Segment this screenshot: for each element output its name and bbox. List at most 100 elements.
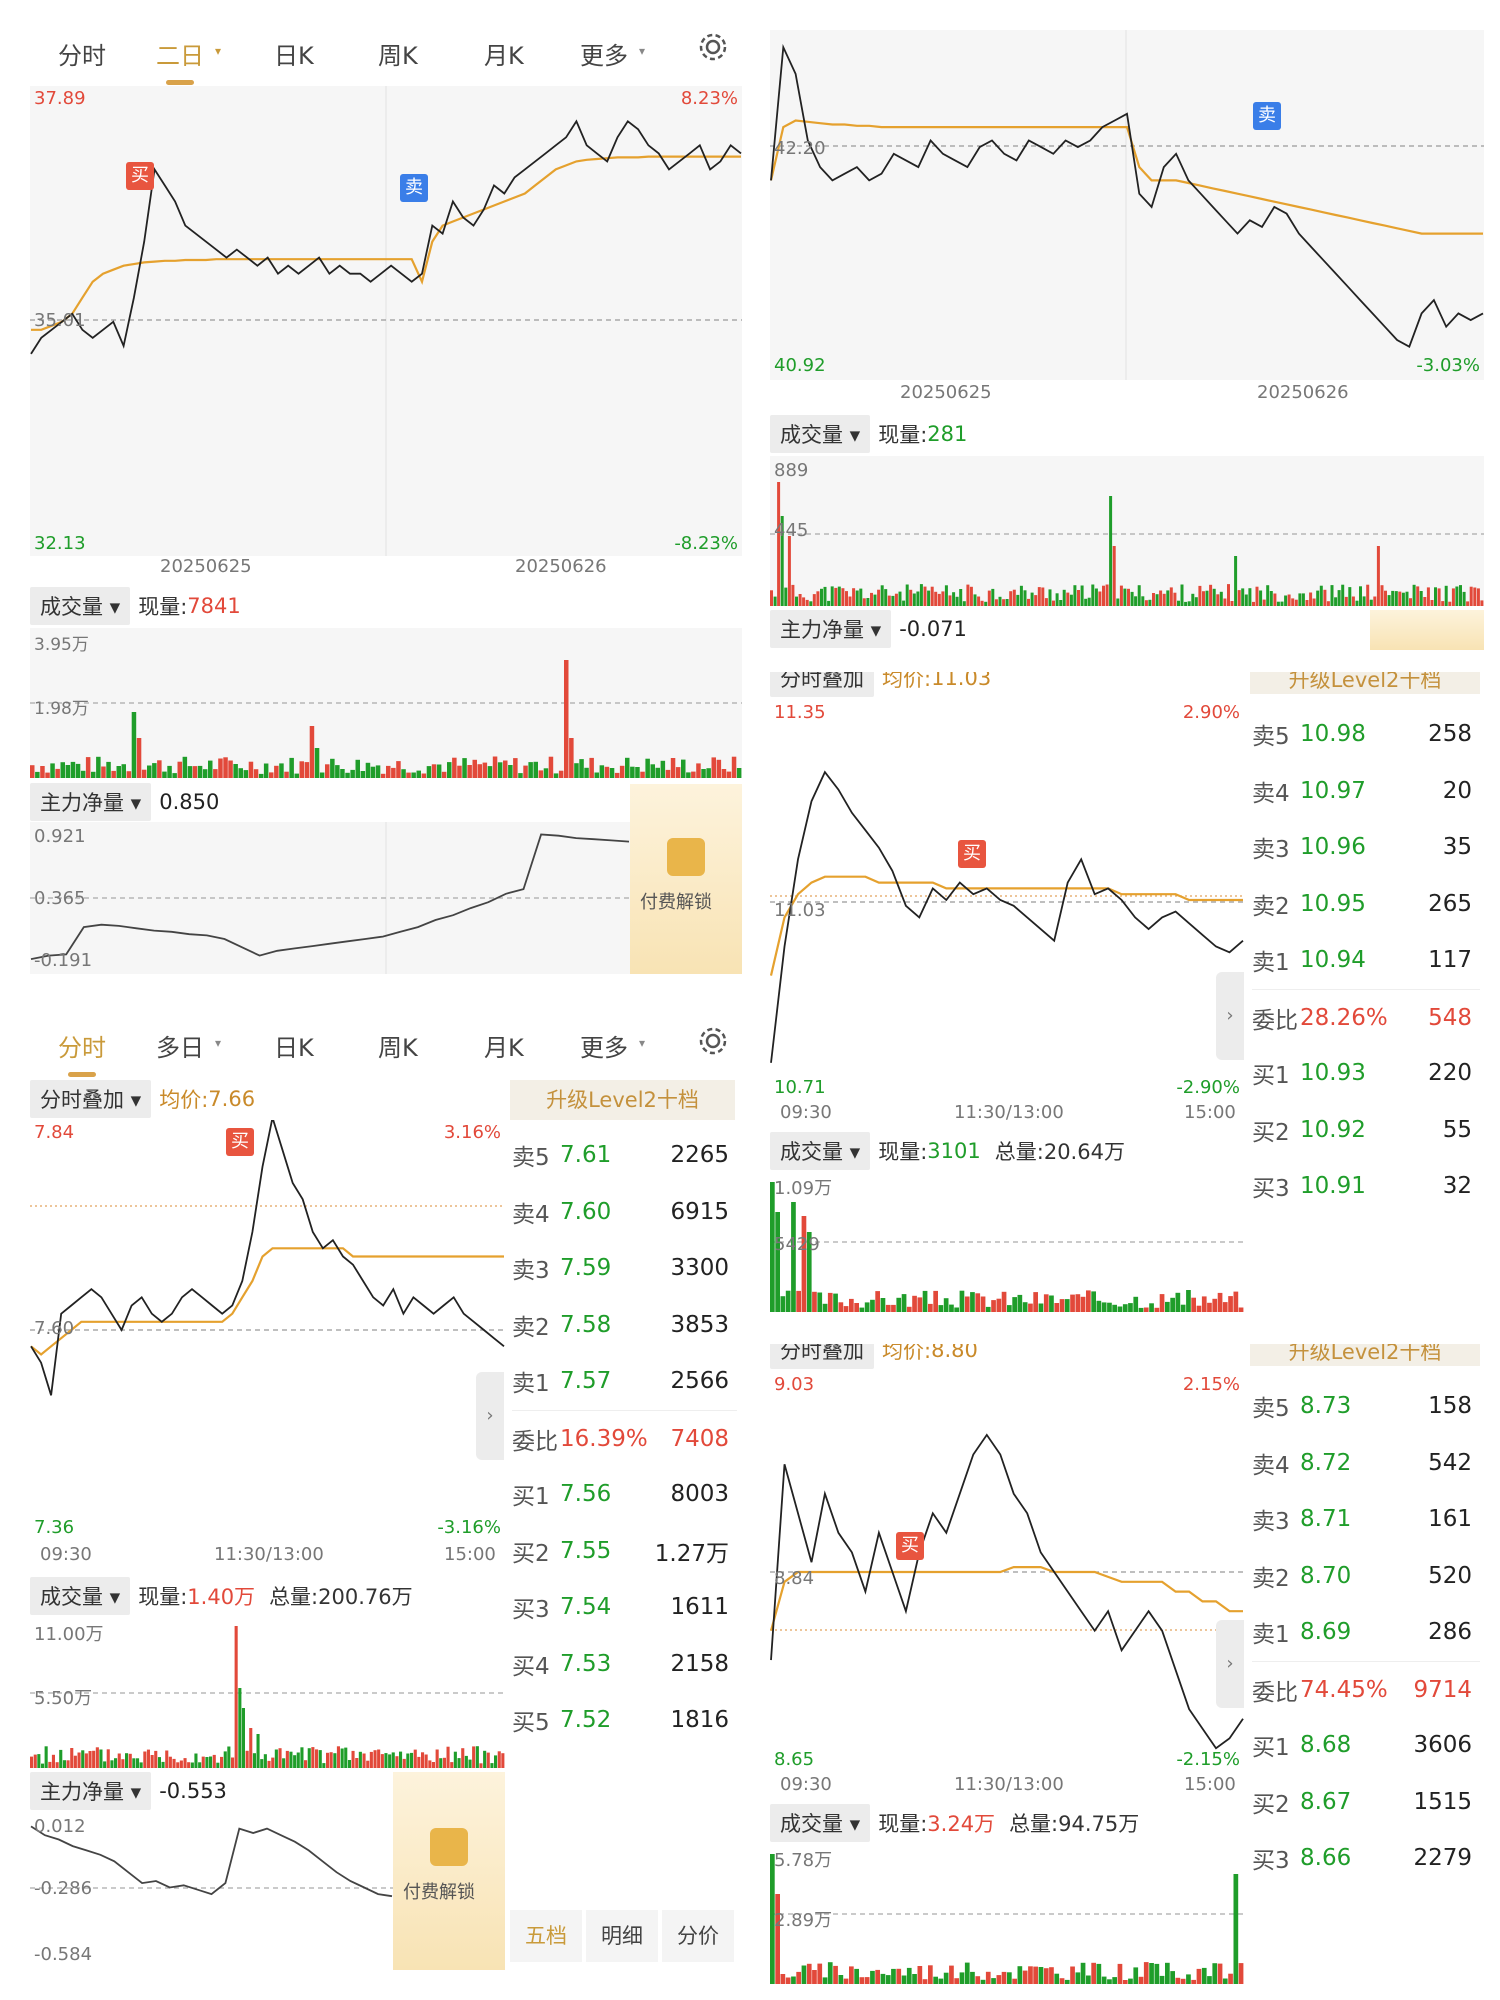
unlock-panel[interactable]: 付费解锁 (393, 1772, 505, 1970)
order-row[interactable]: 委比 16.39% 7408 (512, 1409, 737, 1468)
gear-icon[interactable] (696, 1024, 730, 1058)
volume-bar (421, 773, 427, 778)
order-row[interactable]: 委比 74.45% 9714 (1252, 1660, 1480, 1719)
order-row[interactable]: 卖1 10.94 117 (1252, 932, 1480, 989)
order-row[interactable]: 卖3 10.96 35 (1252, 819, 1480, 876)
tab-details[interactable]: 明细 (586, 1910, 658, 1962)
volume-bar (345, 772, 350, 778)
sell-marker[interactable]: 卖 (1253, 102, 1281, 130)
tab-0[interactable]: 分时 (58, 42, 106, 70)
volume-dropdown[interactable]: 成交量 ▾ (30, 1577, 131, 1615)
expand-arrow[interactable]: › (476, 1372, 504, 1460)
buy-marker[interactable]: 买 (896, 1532, 924, 1560)
sell-marker[interactable]: 卖 (400, 174, 428, 202)
tab-2[interactable]: 日K (274, 42, 314, 70)
expand-arrow[interactable]: › (1216, 1620, 1244, 1708)
tab-1[interactable]: 二日 (156, 36, 204, 85)
volume-bar (987, 590, 991, 606)
tab-price-dist[interactable]: 分价 (662, 1910, 734, 1962)
order-row[interactable]: 卖5 8.73 158 (1252, 1378, 1480, 1435)
tab-3[interactable]: 周K (378, 42, 418, 70)
volume-bar (428, 1760, 432, 1768)
level2-upgrade[interactable]: 升级Level2十档 (1250, 1344, 1480, 1366)
tab-0[interactable]: 分时 (58, 1028, 106, 1077)
order-row[interactable]: 买2 10.92 55 (1252, 1102, 1480, 1159)
order-side-label: 卖4 (1252, 1452, 1290, 1479)
volume-bar (513, 758, 518, 778)
order-row[interactable]: 买5 7.52 1816 (512, 1692, 737, 1749)
volume-bar (1269, 591, 1273, 606)
order-row[interactable]: 卖2 7.58 3853 (512, 1297, 737, 1354)
unlock-label[interactable]: 付费解锁 (403, 1882, 475, 1903)
order-row[interactable]: 买3 8.66 2279 (1252, 1830, 1480, 1887)
volume-bar (73, 1755, 77, 1768)
order-row[interactable]: 买1 10.93 220 (1252, 1045, 1480, 1102)
unlock-label[interactable]: 付费解锁 (640, 892, 712, 913)
order-row[interactable]: 买4 7.53 2158 (512, 1636, 737, 1693)
order-row[interactable]: 卖1 7.57 2566 (512, 1353, 737, 1410)
expand-arrow[interactable]: › (1216, 972, 1244, 1060)
main-force-dropdown[interactable]: 主力净量 ▾ (30, 783, 152, 821)
main-force-dropdown[interactable]: 主力净量 ▾ (770, 610, 892, 648)
order-side-label: 卖5 (512, 1145, 550, 1172)
order-volume: 55 (1442, 1116, 1472, 1143)
volume-dropdown[interactable]: 成交量 ▾ (770, 1804, 871, 1842)
level2-upgrade[interactable]: 升级Level2十档 (1250, 672, 1480, 694)
order-row[interactable]: 卖3 8.71 161 (1252, 1491, 1480, 1548)
gear-icon[interactable] (696, 30, 730, 64)
volume-bar (95, 1747, 99, 1768)
tab-2[interactable]: 日K (274, 1034, 314, 1062)
price-chart[interactable]: 7.84 3.16% 7.60 7.36 -3.16% 买 (30, 1120, 505, 1540)
volume-dropdown[interactable]: 成交量 ▾ (770, 415, 871, 453)
order-row[interactable]: 卖4 10.97 20 (1252, 763, 1480, 820)
volume-bar (943, 1972, 949, 1984)
order-row[interactable]: 卖3 7.59 3300 (512, 1240, 737, 1297)
mf-top: 0.921 (34, 826, 86, 847)
overlay-dropdown[interactable]: 分时叠加 ▾ (30, 1080, 152, 1118)
price-chart[interactable]: 11.35 2.90% 11.03 10.71 -2.90% 买 (770, 700, 1244, 1100)
volume-bar (1064, 1299, 1070, 1312)
order-row[interactable]: 委比 28.26% 548 (1252, 988, 1480, 1047)
order-row[interactable]: 买2 7.55 1.27万 (512, 1523, 737, 1580)
volume-bar (959, 1972, 965, 1984)
order-row[interactable]: 卖4 8.72 542 (1252, 1435, 1480, 1492)
volume-dropdown[interactable]: 成交量 ▾ (770, 1132, 871, 1170)
overlay-dropdown[interactable]: 分时叠加 (770, 1344, 874, 1369)
order-row[interactable]: 买3 7.54 1611 (512, 1579, 737, 1636)
order-row[interactable]: 卖5 10.98 258 (1252, 706, 1480, 763)
tab-3[interactable]: 周K (378, 1034, 418, 1062)
price-low: 40.92 (774, 355, 826, 376)
buy-marker[interactable]: 买 (958, 840, 986, 868)
price-chart[interactable]: 9.03 2.15% 8.84 8.65 -2.15% 买 (770, 1372, 1244, 1772)
tab-5[interactable]: 更多 (580, 1034, 628, 1062)
order-row[interactable]: 卖5 7.61 2265 (512, 1127, 737, 1184)
volume-bar (263, 1754, 267, 1768)
order-row[interactable]: 卖2 8.70 520 (1252, 1548, 1480, 1605)
level2-upgrade[interactable]: 升级Level2十档 (510, 1080, 735, 1120)
order-row[interactable]: 买1 7.56 8003 (512, 1466, 737, 1523)
tab-5[interactable]: 更多 (580, 42, 628, 70)
buy-marker[interactable]: 买 (126, 162, 154, 190)
tab-1[interactable]: 多日 (156, 1034, 204, 1062)
tab-4[interactable]: 月K (484, 1034, 524, 1062)
tab-five-levels[interactable]: 五档 (510, 1910, 582, 1962)
price-chart[interactable]: 37.89 8.23% 32.13 -8.23% 35.01 买 卖 (30, 86, 742, 556)
unlock-strip[interactable] (1370, 610, 1484, 650)
main-force-dropdown[interactable]: 主力净量 ▾ (30, 1772, 152, 1810)
order-row[interactable]: 买3 10.91 32 (1252, 1158, 1480, 1215)
order-row[interactable]: 卖4 7.60 6915 (512, 1184, 737, 1241)
volume-bar (37, 1754, 41, 1768)
unlock-panel[interactable]: 付费解锁 (630, 784, 742, 974)
tab-4[interactable]: 月K (484, 42, 524, 70)
order-row[interactable]: 卖2 10.95 265 (1252, 876, 1480, 933)
overlay-dropdown[interactable]: 分时叠加 (770, 672, 874, 697)
order-row[interactable]: 买2 8.67 1515 (1252, 1774, 1480, 1831)
volume-bar (1130, 591, 1134, 606)
panel-c: 分时 多日 ▾ 日K 周K 月K 更多 ▾ 分时叠加 ▾ 均价: 7.66 7.84 3.16%… (0, 1000, 745, 1980)
order-row[interactable]: 买1 8.68 3606 (1252, 1717, 1480, 1774)
price-chart[interactable]: 42.20 40.92 -3.03% 卖 (770, 30, 1484, 380)
buy-marker[interactable]: 买 (226, 1128, 254, 1156)
volume-bar (820, 588, 823, 606)
order-row[interactable]: 卖1 8.69 286 (1252, 1604, 1480, 1661)
volume-dropdown[interactable]: 成交量 ▾ (30, 587, 131, 625)
